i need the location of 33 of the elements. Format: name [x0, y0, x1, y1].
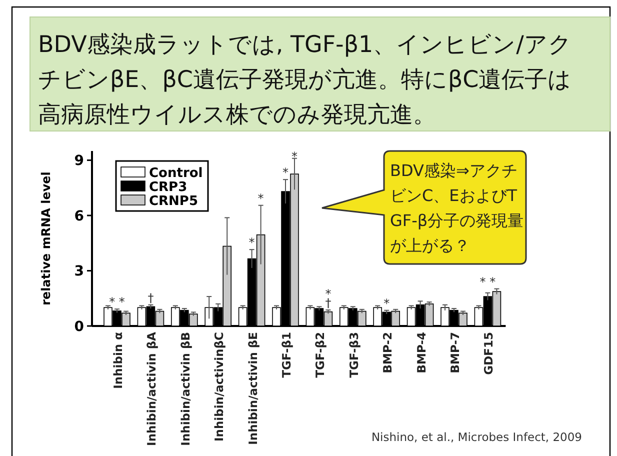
y-tick-label: 3 [74, 264, 84, 280]
x-tick-label: TGF-β2 [313, 332, 328, 378]
chart-title: BDV感染成ラットでは, TGF-β1、インヒビン/アクチビンβE、βC遺伝子発現が亢進。特にβC遺伝子は高病原性ウイルス株でのみ発現亢進。 [38, 32, 572, 128]
x-tick-label: BMP-4 [414, 332, 428, 374]
annotation: * * [109, 295, 125, 310]
y-tick-label: 6 [74, 208, 84, 224]
annotation: * [248, 236, 255, 250]
text: Nishino, et al., Microbes Infect, 2009 [371, 430, 582, 444]
legend-label: CRP3 [149, 180, 188, 195]
x-tick-label: TGF-β1 [280, 332, 294, 378]
annotation: † [148, 290, 154, 305]
annotation: † [325, 296, 332, 310]
x-tick-label: Inhibin/activinβC [212, 332, 226, 442]
x-tick-label: GDF15 [482, 332, 496, 375]
annotation: BDV感染⇒アクチビンC、EおよびTGF-β分子の発現量が上がる？ [390, 161, 524, 255]
annotation: * [282, 166, 288, 180]
x-tick-label: Inhibin/activin βA [144, 332, 159, 446]
y-axis-title: relative mRNA level [39, 172, 53, 306]
annotation: * [292, 149, 298, 164]
legend-label: Control [149, 166, 203, 181]
x-tick-label: BMP-7 [448, 332, 462, 374]
x-tick-label: TGF-β3 [346, 332, 361, 378]
x-tick-label: Inhibin α [111, 332, 125, 389]
annotation: * [384, 296, 390, 310]
legend-label: CRNP5 [149, 194, 198, 209]
y-tick-label: 9 [74, 153, 84, 170]
x-tick-label: BMP-2 [380, 332, 395, 374]
annotation: * [258, 191, 264, 206]
y-tick-label: 0 [74, 319, 84, 335]
x-tick-label: Inhibin/activin βE [246, 332, 260, 445]
callout: BDV感染⇒アクチビンC、EおよびTGF-β分子の発現量が上がる？ [321, 150, 527, 265]
x-tick-label: Inhibin/activin βB [178, 332, 192, 446]
annotation: * * [480, 274, 496, 289]
